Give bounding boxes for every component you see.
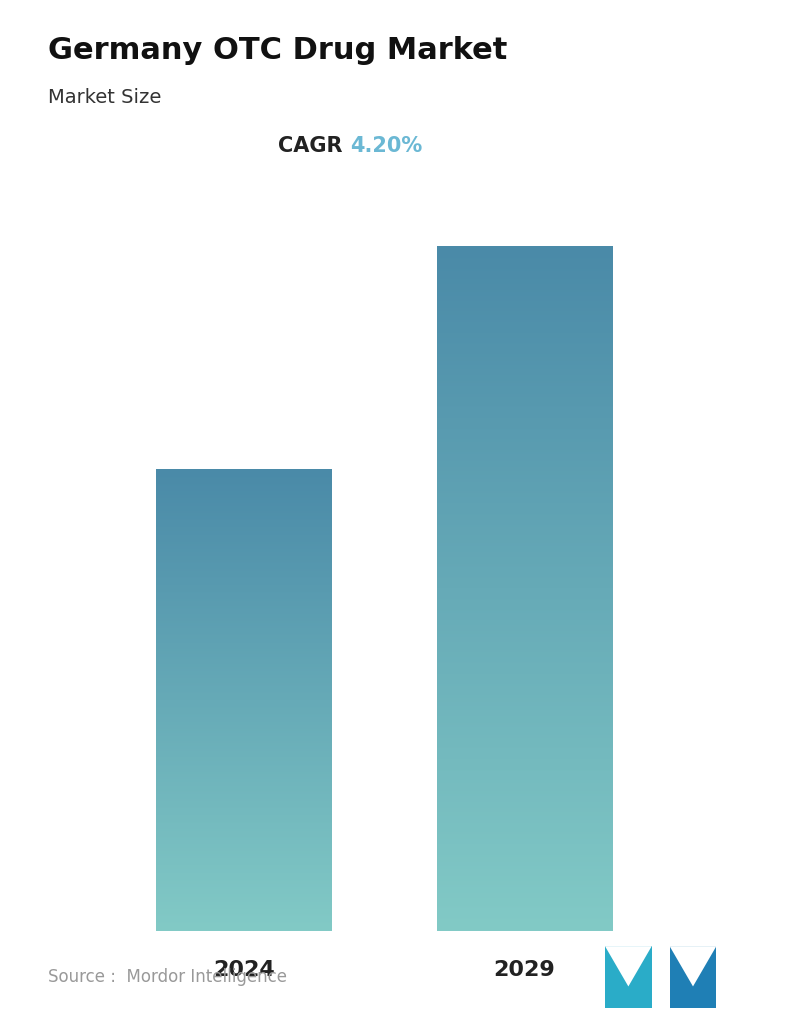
Text: CAGR: CAGR bbox=[279, 136, 350, 156]
Text: 4.20%: 4.20% bbox=[350, 136, 423, 156]
Text: Source :  Mordor Intelligence: Source : Mordor Intelligence bbox=[48, 968, 287, 986]
Text: 2024: 2024 bbox=[213, 961, 275, 980]
Text: 2029: 2029 bbox=[494, 961, 555, 980]
Text: Market Size: Market Size bbox=[48, 88, 161, 107]
Text: Germany OTC Drug Market: Germany OTC Drug Market bbox=[48, 36, 507, 65]
